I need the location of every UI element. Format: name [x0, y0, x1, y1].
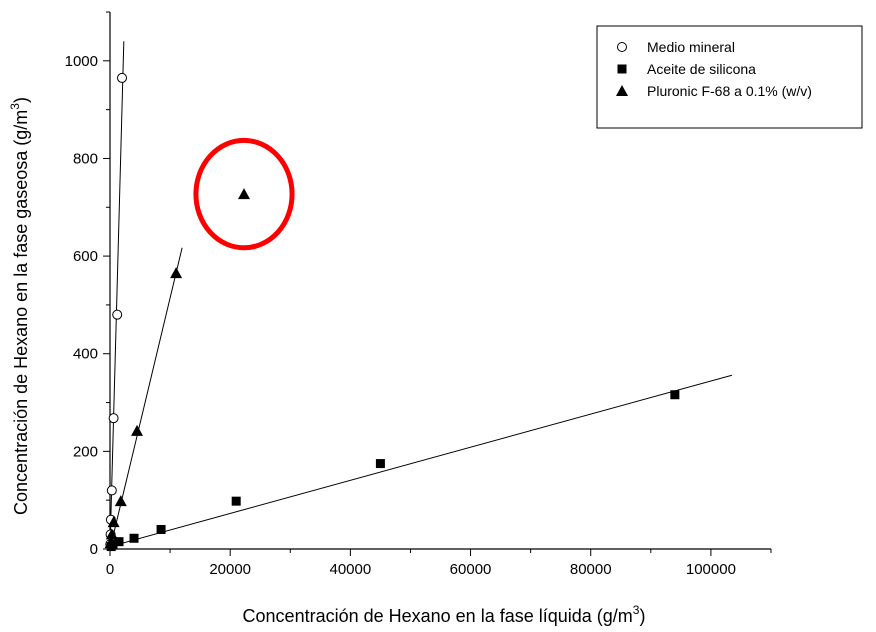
data-point-series-1: [375, 459, 385, 469]
legend-box: [596, 25, 863, 129]
data-point-series-1: [231, 496, 241, 506]
x-axis-title-end: ): [639, 606, 645, 626]
data-point-series-1: [156, 524, 166, 534]
x-tick-label: 100000: [686, 561, 736, 578]
x-axis-title-superscript: 3: [633, 603, 640, 617]
annotations: [193, 137, 295, 251]
data-markers: [104, 72, 680, 552]
data-point-series-1: [114, 537, 124, 547]
y-tick-label: 200: [73, 443, 98, 460]
data-point-series-0: [112, 309, 123, 320]
data-point-series-2: [107, 516, 120, 528]
legend-marker-series-2: [616, 85, 628, 96]
fit-line-series-1: [109, 374, 733, 548]
y-axis-title: Concentración de Hexano en la fase gaseo…: [8, 97, 31, 515]
legend: Medio mineral Aceite de silicona Pluronic …: [596, 25, 863, 129]
data-point-series-2: [105, 528, 118, 540]
x-tick-label: 20000: [209, 561, 251, 578]
legend-label: Medio mineral: [647, 39, 735, 55]
y-axis-title-end: ): [11, 97, 31, 103]
y-tick-label: 0: [90, 541, 98, 558]
fit-line-series-0: [109, 41, 125, 550]
legend-marker-series-1: [617, 64, 627, 74]
x-axis-title: Concentración de Hexano en la fase líqui…: [243, 603, 646, 626]
data-point-series-2: [131, 424, 144, 436]
x-tick-label: 60000: [450, 561, 492, 578]
y-axis-title-superscript: 3: [8, 103, 22, 110]
data-point-series-2: [238, 188, 251, 200]
x-tick-label: 40000: [330, 561, 372, 578]
y-tick-label: 1000: [65, 53, 98, 70]
legend-marker-series-0: [617, 42, 627, 52]
data-point-series-2: [170, 267, 183, 279]
data-point-series-0: [106, 485, 117, 496]
data-point-series-2: [104, 537, 117, 549]
legend-label: Pluronic F-68 a 0.1% (w/v): [647, 83, 812, 99]
y-tick-label: 800: [73, 150, 98, 167]
data-point-series-0: [108, 413, 119, 424]
data-point-series-2: [114, 495, 127, 507]
data-point-series-1: [129, 533, 139, 543]
y-tick-label: 400: [73, 346, 98, 363]
tick-labels: 0 20000 40000 60000 80000 100000 0 200 400 600 800…: [65, 53, 736, 578]
highlight-ellipse: [193, 137, 295, 251]
y-tick-label: 600: [73, 248, 98, 265]
x-tick-label: 80000: [570, 561, 612, 578]
legend-label: Aceite de silicona: [647, 61, 756, 77]
axes: [103, 11, 772, 556]
data-point-series-1: [670, 390, 680, 400]
x-tick-label: 0: [106, 561, 114, 578]
data-point-series-0: [117, 72, 128, 83]
